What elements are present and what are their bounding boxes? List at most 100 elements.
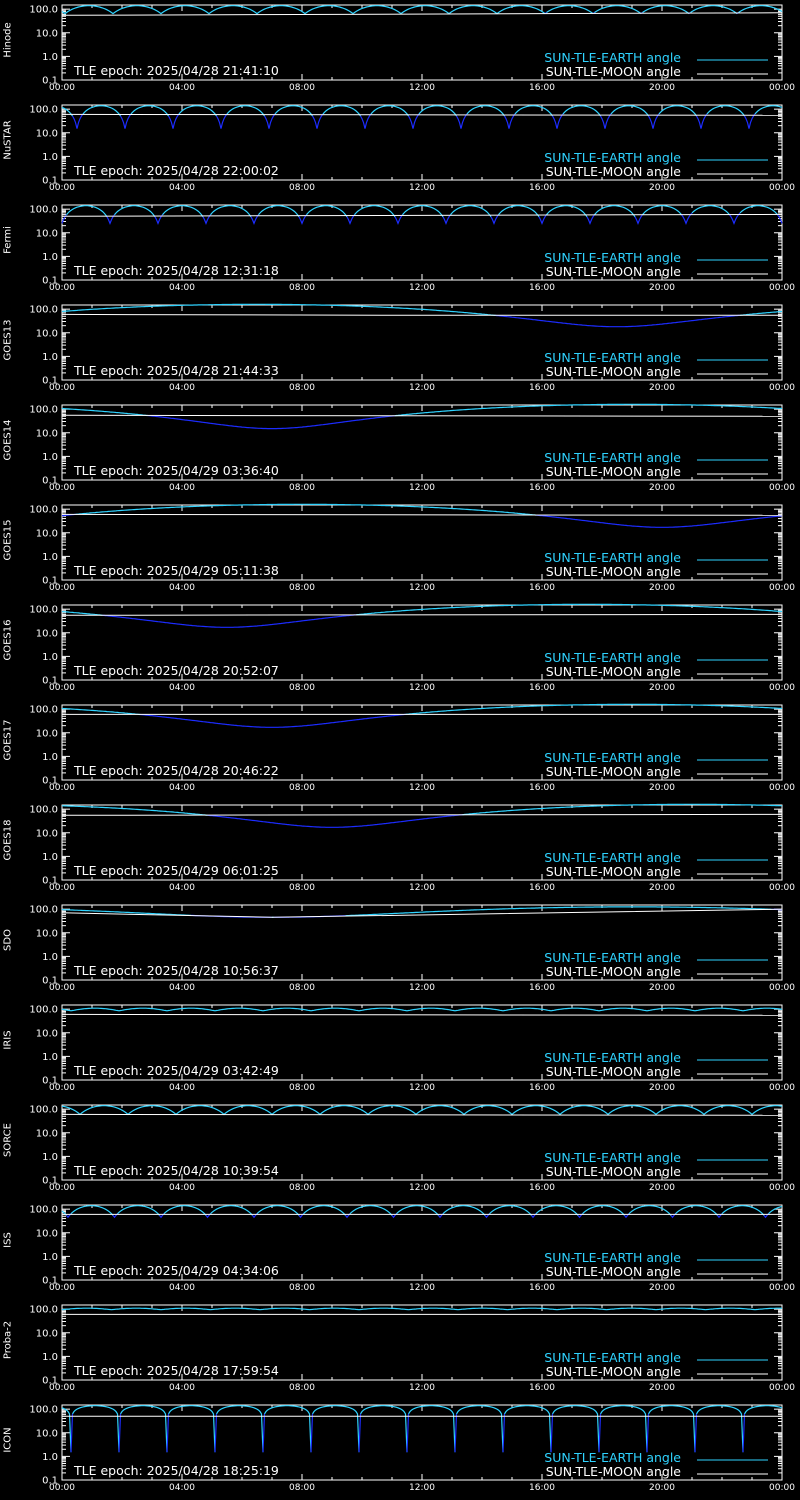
chart-svg: 100.010.01.00.100:00 04:00 08:00 12:00 16:00… bbox=[29, 403, 795, 493]
x-tick-label: 16:00 bbox=[529, 1383, 555, 1393]
tle-epoch: TLE epoch: 2025/04/28 22:00:02 bbox=[74, 163, 279, 178]
earth-angle-line bbox=[119, 1405, 168, 1453]
chart-panel-goes17: 100.0 10.0 1.0 0.1 00:00 04:00 08:00 12:00 16:00… bbox=[0, 700, 800, 800]
x-tick-label: 20:00 bbox=[649, 1183, 675, 1193]
earth-angle-line bbox=[455, 113, 468, 129]
x-tick-label: 00:00 bbox=[769, 683, 795, 693]
x-tick-label: 00:00 bbox=[769, 383, 795, 393]
earth-angle-line bbox=[166, 1413, 170, 1453]
y-tick-label: 1.0 bbox=[42, 552, 58, 563]
x-tick-label: 20:00 bbox=[649, 1483, 675, 1493]
earth-angle-line bbox=[250, 214, 259, 226]
legend-earth-label: SUN-TLE-EARTH angle bbox=[544, 850, 681, 865]
y-tick-label: 100.0 bbox=[29, 805, 58, 816]
earth-angle-line bbox=[71, 113, 84, 129]
x-tick-label: 00:00 bbox=[49, 183, 75, 193]
tle-epoch: TLE epoch: 2025/04/29 04:34:06 bbox=[74, 1263, 279, 1278]
x-tick-label: 08:00 bbox=[289, 1183, 315, 1193]
earth-angle-line bbox=[167, 113, 180, 129]
y-tick-label: 0.1 bbox=[42, 576, 58, 587]
x-tick-label: 00:00 bbox=[769, 1183, 795, 1193]
earth-angle-line bbox=[117, 1205, 160, 1216]
x-tick-label: 04:00 bbox=[169, 983, 195, 993]
x-tick-label: 00:00 bbox=[49, 1383, 75, 1393]
y-tick-label: 10.0 bbox=[36, 1128, 58, 1139]
earth-angle-line bbox=[490, 214, 499, 226]
satellite-name-text: GOES16 bbox=[2, 619, 14, 661]
legend-earth-label: SUN-TLE-EARTH angle bbox=[544, 450, 681, 465]
satellite-name-text: GOES18 bbox=[2, 819, 14, 861]
y-tick-label: 0.1 bbox=[42, 776, 58, 787]
legend-moon-label: SUN-TLE-MOON angle bbox=[545, 164, 681, 179]
earth-angle-line bbox=[298, 214, 307, 226]
earth-angle-line bbox=[691, 205, 730, 216]
legend-moon-label: SUN-TLE-MOON angle bbox=[545, 1264, 681, 1279]
earth-angle-line bbox=[82, 105, 121, 117]
y-tick-label: 0.1 bbox=[42, 976, 58, 987]
earth-angle-line bbox=[754, 105, 783, 115]
satellite-name-text: IRIS bbox=[2, 1030, 14, 1050]
x-tick-label: 00:00 bbox=[769, 1083, 795, 1093]
x-tick-label: 04:00 bbox=[169, 683, 195, 693]
earth-angle-line bbox=[167, 1405, 216, 1453]
satellite-name-text: Fermi bbox=[2, 226, 14, 254]
y-tick-label: 1.0 bbox=[42, 1352, 58, 1363]
earth-angle-line bbox=[535, 1205, 579, 1216]
earth-angle-line bbox=[354, 205, 396, 218]
y-tick-label: 100.0 bbox=[29, 1305, 58, 1316]
y-tick-label: 10.0 bbox=[36, 428, 58, 439]
satellite-name: Fermi bbox=[2, 200, 14, 280]
x-tick-label: 00:00 bbox=[49, 283, 75, 293]
earth-angle-line bbox=[675, 1205, 718, 1216]
earth-angle-line bbox=[695, 113, 708, 129]
satellite-name-text: GOES17 bbox=[2, 719, 14, 761]
y-tick-label: 100.0 bbox=[29, 705, 58, 716]
satellite-name-text: GOES14 bbox=[2, 419, 14, 461]
x-tick-label: 04:00 bbox=[169, 483, 195, 493]
earth-angle-line bbox=[738, 5, 783, 13]
chart-panel-sorce: 100.0 10.0 1.0 0.1 00:00 04:00 08:00 12:00 16:00… bbox=[0, 1100, 800, 1200]
chart-svg: 100.010.01.00.100:00 04:00 08:00 12:00 16:00… bbox=[29, 104, 795, 193]
chart-panel-iris: 100.0 10.0 1.0 0.1 00:00 04:00 08:00 12:00 16:00… bbox=[0, 1000, 800, 1100]
earth-angle-line bbox=[562, 105, 601, 117]
earth-angle-line bbox=[355, 603, 783, 616]
y-tick-label: 100.0 bbox=[29, 905, 58, 916]
earth-angle-line bbox=[310, 1413, 314, 1453]
moon-angle-line bbox=[61, 613, 783, 616]
y-tick-label: 100.0 bbox=[29, 1105, 58, 1116]
y-tick-label: 0.1 bbox=[42, 1076, 58, 1087]
moon-angle-line bbox=[61, 908, 783, 918]
chart-panel-goes15: 100.0 10.0 1.0 0.1 00:00 04:00 08:00 12:00 16:00… bbox=[0, 500, 800, 600]
chart-svg: 100.010.01.00.100:00 04:00 08:00 12:00 16:00… bbox=[29, 603, 795, 693]
x-tick-label: 20:00 bbox=[649, 383, 675, 393]
legend-earth-label: SUN-TLE-EARTH angle bbox=[544, 1050, 681, 1065]
satellite-name-text: SORCE bbox=[2, 1123, 14, 1157]
earth-angle-line bbox=[658, 105, 697, 117]
legend-earth-label: SUN-TLE-EARTH angle bbox=[544, 1150, 681, 1165]
x-tick-label: 00:00 bbox=[49, 683, 75, 693]
x-tick-label: 08:00 bbox=[289, 1383, 315, 1393]
y-tick-label: 100.0 bbox=[29, 405, 58, 416]
earth-angle-line bbox=[594, 205, 636, 218]
earth-angle-line bbox=[695, 1405, 744, 1453]
earth-angle-line bbox=[729, 212, 741, 226]
chart-panel-goes16: 100.0 10.0 1.0 0.1 00:00 04:00 08:00 12:00 16:00… bbox=[0, 600, 800, 700]
earth-angle-line bbox=[546, 5, 594, 15]
y-tick-label: 1.0 bbox=[42, 1452, 58, 1463]
earth-angle-line bbox=[647, 113, 660, 129]
earth-angle-line bbox=[61, 303, 496, 316]
tle-epoch: TLE epoch: 2025/04/29 05:11:38 bbox=[74, 563, 279, 578]
y-tick-label: 10.0 bbox=[36, 728, 58, 739]
moon-angle-line bbox=[61, 213, 783, 217]
tle-epoch: TLE epoch: 2025/04/29 03:36:40 bbox=[74, 463, 279, 478]
y-tick-label: 1.0 bbox=[42, 252, 58, 263]
x-tick-label: 08:00 bbox=[289, 983, 315, 993]
legend-moon-label: SUN-TLE-MOON angle bbox=[545, 1464, 681, 1479]
x-tick-label: 08:00 bbox=[289, 283, 315, 293]
x-tick-label: 16:00 bbox=[529, 483, 555, 493]
x-tick-label: 12:00 bbox=[409, 283, 435, 293]
moon-angle-line bbox=[61, 12, 783, 16]
moon-angle-line bbox=[61, 1013, 783, 1016]
x-tick-label: 00:00 bbox=[769, 483, 795, 493]
